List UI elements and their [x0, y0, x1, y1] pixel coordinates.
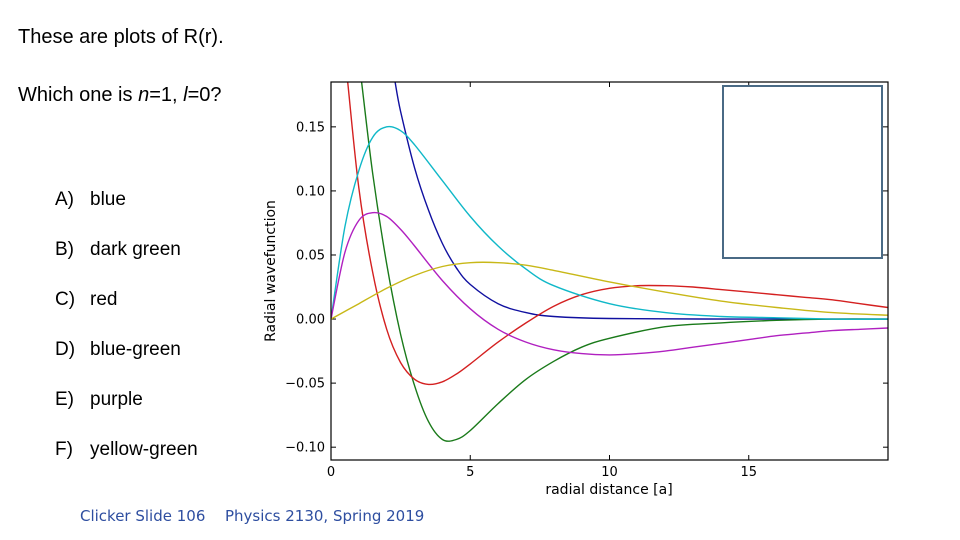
y-tick-label: 0.10	[296, 184, 325, 199]
series-line	[394, 82, 888, 320]
x-tick-label: 5	[466, 465, 474, 480]
option-d[interactable]: D) blue-green	[55, 339, 181, 361]
question-line-2: Which one is n=1, l=0?	[18, 84, 222, 107]
question-line-1: These are plots of R(r).	[18, 26, 224, 48]
series-line	[331, 261, 888, 320]
x-tick-label: 15	[740, 465, 757, 480]
series-line	[331, 211, 888, 356]
y-tick-label: −0.10	[285, 441, 325, 456]
legend-box	[722, 85, 883, 259]
plot-frame	[330, 81, 889, 461]
option-text: blue	[90, 189, 126, 210]
x-axis-label: radial distance [a]	[545, 482, 672, 498]
option-text: yellow-green	[90, 439, 198, 460]
footer-slide-number: Clicker Slide 106	[80, 507, 206, 525]
y-tick-label: 0.15	[296, 120, 325, 135]
option-letter: C)	[55, 289, 76, 310]
question-eq2: =0?	[187, 84, 222, 106]
x-tick-label: 0	[327, 465, 335, 480]
option-letter: A)	[55, 189, 74, 210]
option-f[interactable]: F) yellow-green	[55, 439, 198, 461]
x-tick-label: 10	[601, 465, 618, 480]
chart-axes: 0 5 10 15 −0.10 −0.05 0.00 0.05 0.10 0.15	[285, 82, 888, 480]
option-text: red	[90, 289, 118, 310]
option-e[interactable]: E) purple	[55, 389, 143, 411]
series-line	[347, 82, 888, 386]
option-text: purple	[90, 389, 143, 410]
option-b[interactable]: B) dark green	[55, 239, 181, 261]
chart-series	[331, 82, 888, 442]
question-eq1: =1,	[149, 84, 184, 106]
option-a[interactable]: A) blue	[55, 189, 126, 211]
option-letter: E)	[55, 389, 74, 410]
y-tick-label: 0.00	[296, 313, 325, 328]
option-letter: B)	[55, 239, 74, 260]
option-c[interactable]: C) red	[55, 289, 117, 311]
series-line	[360, 82, 888, 442]
option-letter: D)	[55, 339, 76, 360]
y-tick-label: 0.05	[296, 248, 325, 263]
quantum-number-l: l	[183, 84, 188, 106]
y-axis-label: Radial wavefunction	[263, 200, 279, 342]
quantum-number-n: n	[138, 84, 150, 106]
y-tick-label: −0.05	[285, 377, 325, 392]
option-letter: F)	[55, 439, 73, 460]
question-prefix: Which one is	[18, 84, 139, 106]
footer-course: Physics 2130, Spring 2019	[225, 507, 425, 525]
series-line	[331, 125, 888, 320]
option-text: dark green	[90, 239, 181, 260]
option-text: blue-green	[90, 339, 181, 360]
